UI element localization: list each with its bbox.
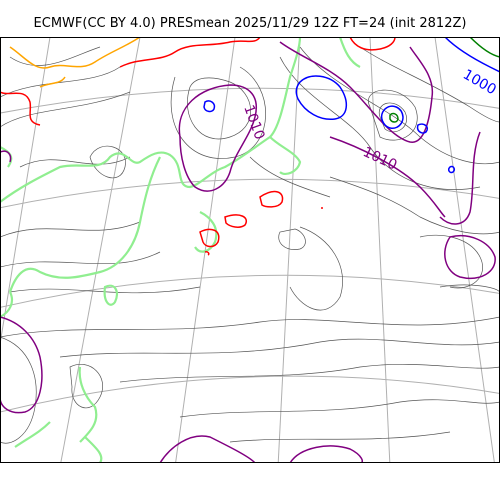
graticule — [0, 37, 500, 463]
coastline-peninsula — [8, 156, 161, 293]
coastline-east — [338, 37, 361, 68]
isobar-990 — [389, 37, 500, 123]
latitude-line — [0, 87, 500, 114]
isobar-1000 — [203, 37, 500, 174]
coastline-continent — [0, 37, 302, 203]
coastline-philippines — [84, 436, 103, 463]
latitude-line — [0, 375, 500, 413]
isobar-1020 — [0, 37, 396, 256]
coastline-south — [0, 291, 14, 318]
longitude-line — [434, 37, 495, 463]
isobar-label-1010-east: 1010 — [360, 144, 399, 174]
latitude-line — [0, 274, 500, 308]
coastline-korea — [194, 211, 218, 253]
isobar-label-1000: 1000 — [460, 67, 499, 99]
longitude-line — [60, 37, 141, 463]
isobar-label-1010-west: 1010 — [240, 103, 267, 142]
map-title: ECMWF(CC BY 4.0) PRESmean 2025/11/29 12Z… — [33, 16, 467, 31]
coastline-west — [0, 146, 13, 168]
pressure-map: 1000 1010 1010 — [0, 37, 500, 463]
isobars-thin — [0, 46, 500, 444]
coastline-southwest — [14, 421, 51, 448]
isobar-1010 — [0, 41, 496, 463]
latitude-line — [0, 178, 500, 209]
isobar-1030 — [9, 37, 141, 88]
coastline-japan-north — [269, 136, 302, 176]
longitude-line — [175, 37, 236, 463]
longitude-line — [0, 37, 51, 348]
longitude-line — [369, 37, 391, 463]
coastline-island — [103, 284, 119, 306]
longitude-line — [277, 37, 301, 463]
coastline-taiwan — [78, 366, 98, 443]
coastlines — [0, 37, 361, 463]
